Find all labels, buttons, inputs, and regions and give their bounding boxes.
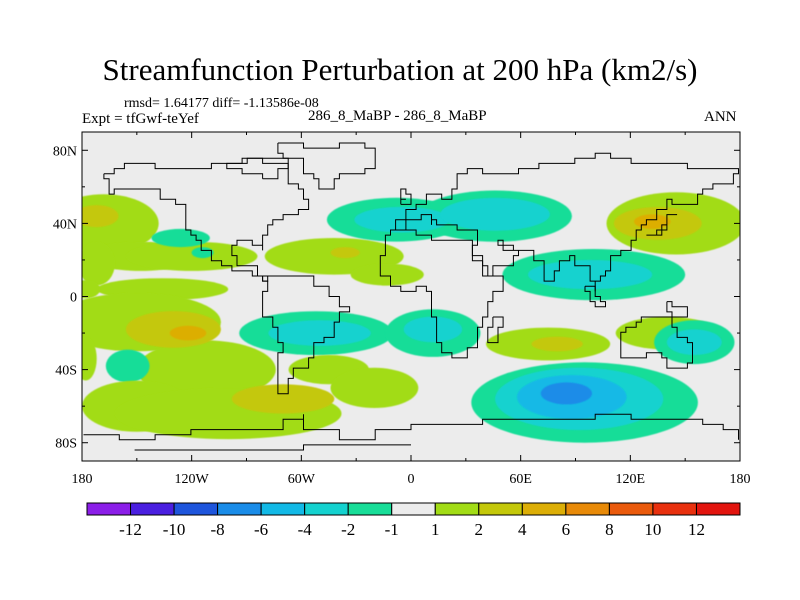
contour-region-level--1 [151, 228, 210, 248]
colorbar-label: -12 [119, 520, 142, 539]
colorbar-label: -10 [163, 520, 186, 539]
colorbar-swatch [652, 502, 697, 516]
coastline-7 [487, 316, 504, 344]
colorbar-swatch [608, 502, 654, 516]
contour-region-level-2 [330, 247, 360, 259]
contour-region-level-1 [125, 241, 258, 271]
coastline-2 [103, 157, 310, 282]
contour-region-level--2 [666, 329, 722, 356]
contour-region-level-2 [82, 205, 119, 228]
contour-region-level-1 [82, 336, 97, 381]
contour-region-level--2 [268, 320, 371, 346]
colorbar-label: 1 [431, 520, 440, 539]
coastline-11 [666, 301, 688, 318]
y-tick-label: 40S [55, 364, 77, 379]
axis-ticks: 180 120W 60W 0 60E 120E 180 80N 40N 0 40S 80S [53, 132, 751, 487]
coastline-8 [646, 214, 678, 236]
period-label: ANN [704, 109, 737, 125]
center-label: 286_8_MaBP - 286_8_MaBP [308, 108, 487, 124]
colorbar-swatch [695, 502, 741, 516]
colorbar-label: -6 [254, 520, 268, 539]
colorbar-swatch [130, 502, 175, 516]
colorbar-label: 2 [475, 520, 484, 539]
x-tick-label: 120E [616, 472, 646, 487]
contour-region-level--1 [105, 349, 150, 383]
colorbar-swatch [173, 502, 219, 516]
colorbar-label: -4 [298, 520, 313, 539]
chart-title: Streamfunction Perturbation at 200 hPa (… [102, 52, 698, 87]
x-tick-label: 60E [509, 472, 532, 487]
colorbar-label: -8 [211, 520, 225, 539]
contour-region-level--2 [403, 316, 463, 343]
coastline-4 [620, 316, 693, 369]
colorbar-swatch [347, 502, 393, 516]
coastline-13 [134, 444, 411, 451]
coastline-5 [83, 413, 739, 441]
coastline-12 [226, 157, 289, 180]
colorbar-label: 8 [605, 520, 614, 539]
x-tick-label: 180 [730, 472, 751, 487]
colorbar-label: 10 [644, 520, 661, 539]
coastline-1 [262, 275, 351, 395]
colorbar: -12 -10 -8 -6 -4 -2 -1 1 2 4 6 8 10 12 [86, 502, 741, 539]
contour-region-level--2 [440, 197, 550, 231]
x-tick-label: 0 [408, 472, 415, 487]
x-tick-label: 60W [288, 472, 316, 487]
x-tick-label: 120W [175, 472, 210, 487]
colorbar-swatch [521, 502, 567, 516]
colorbar-swatch [434, 502, 480, 516]
stats-line: rmsd= 1.64177 diff= -1.13586e-08 [124, 96, 319, 111]
colorbar-label: -2 [341, 520, 355, 539]
contour-region-level-2 [531, 336, 583, 352]
y-tick-label: 80S [55, 437, 77, 452]
colorbar-label: 6 [562, 520, 571, 539]
contour-region-level-1 [136, 340, 276, 399]
contour-region-level-1 [330, 367, 419, 408]
colorbar-label: -1 [385, 520, 399, 539]
y-tick-label: 0 [70, 291, 77, 306]
colorbar-swatch [304, 502, 349, 516]
colorbar-swatch [217, 502, 262, 516]
experiment-label: Expt = tfGwf-teYef [82, 111, 199, 127]
coastline-9 [400, 188, 412, 205]
coastline-0 [379, 229, 504, 359]
contour-region-level-2 [231, 384, 335, 414]
contour-region-level-4 [169, 325, 207, 341]
colorbar-swatch [86, 502, 132, 516]
colorbar-swatch [391, 502, 436, 516]
y-tick-label: 80N [53, 144, 77, 159]
contour-region-level-1 [350, 263, 424, 286]
y-tick-label: 40N [53, 217, 77, 232]
contour-region-level--1 [191, 247, 214, 259]
coastlines [83, 142, 739, 451]
coastline-6 [277, 142, 376, 190]
coastline-10 [584, 285, 606, 308]
contour-region-level-4 [634, 214, 671, 229]
contour-region-level-1 [82, 280, 101, 299]
colorbar-swatch [478, 502, 523, 516]
colorbar-swatch [565, 502, 610, 516]
colorbar-label: 12 [688, 520, 705, 539]
colorbar-label: 4 [518, 520, 527, 539]
colorbar-swatch [260, 502, 306, 516]
x-tick-label: 180 [72, 472, 93, 487]
coastline-3 [390, 152, 739, 292]
contour-region-level-1 [82, 241, 115, 286]
contour-region-level--6 [540, 382, 593, 405]
